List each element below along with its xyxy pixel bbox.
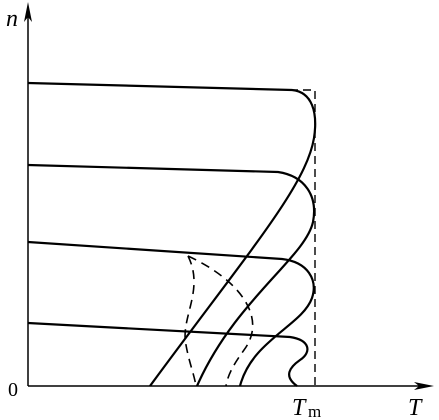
t-label: T [408,395,423,420]
curve [27,321,309,387]
x-arrow [414,382,434,390]
curve [27,163,316,387]
tm-label: T [292,395,307,420]
curve [27,240,315,387]
dashed-locus [187,255,254,387]
tm-line [290,89,316,386]
dashed-locus [184,255,197,387]
curve [27,81,317,387]
origin-label: 0 [8,379,18,401]
tm-subscript: m [308,402,321,420]
n-label: n [6,6,18,32]
y-arrow [24,2,32,22]
